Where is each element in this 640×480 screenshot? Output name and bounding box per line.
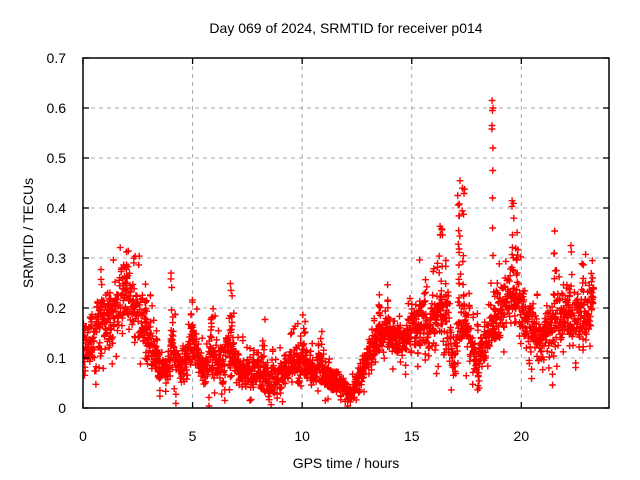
y-tick-label: 0.1	[47, 350, 67, 366]
y-tick-label: 0.5	[47, 150, 67, 166]
y-tick-label: 0.7	[47, 50, 67, 66]
x-tick-labels: 0 5 10 15 20	[79, 428, 529, 444]
x-axis-label: GPS time / hours	[293, 455, 400, 471]
scatter-series	[83, 97, 598, 408]
y-tick-label: 0.6	[47, 100, 67, 116]
y-tick-label: 0.2	[47, 300, 67, 316]
y-tick-label: 0.4	[47, 200, 67, 216]
scatter-points	[83, 97, 598, 408]
x-tick-label: 5	[189, 428, 197, 444]
axis-ticks	[82, 57, 609, 409]
x-tick-label: 0	[79, 428, 87, 444]
x-tick-label: 20	[514, 428, 530, 444]
x-tick-label: 15	[404, 428, 420, 444]
y-axis-label: SRMTID / TECUs	[20, 178, 36, 288]
chart-title: Day 069 of 2024, SRMTID for receiver p01…	[209, 20, 482, 36]
y-tick-label: 0	[58, 400, 66, 416]
y-tick-label: 0.3	[47, 250, 67, 266]
y-tick-labels: 0 0.1 0.2 0.3 0.4 0.5 0.6 0.7	[47, 50, 67, 416]
plot-border	[82, 57, 610, 409]
x-tick-label: 10	[294, 428, 310, 444]
